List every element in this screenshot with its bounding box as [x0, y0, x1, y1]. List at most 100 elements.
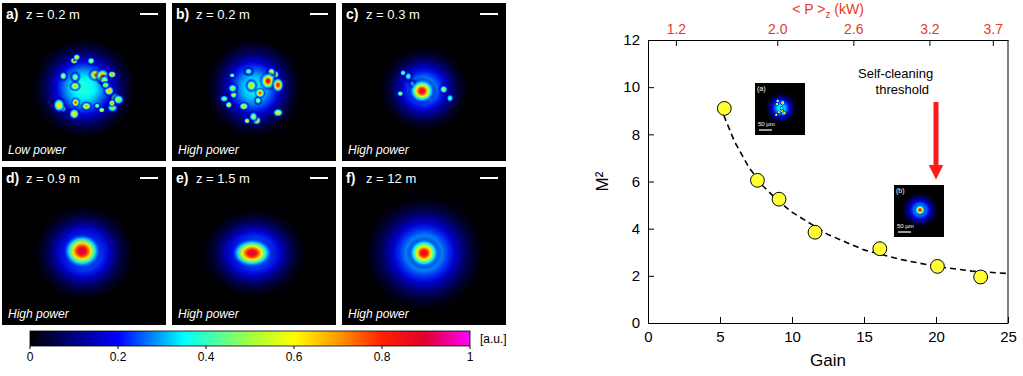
- annotation-arrow: [934, 102, 939, 172]
- panel-power: High power: [8, 307, 70, 321]
- beam-image: [362, 193, 486, 313]
- panel-power: High power: [348, 143, 410, 157]
- beam-profile: [32, 203, 136, 303]
- tick: 0: [632, 314, 654, 331]
- beam-profile: [243, 66, 255, 77]
- colorbar-tick-label: 0.4: [198, 350, 215, 364]
- colorbar-tick: [382, 346, 383, 349]
- image-panel: b)z = 0.2 mHigh power: [172, 3, 336, 161]
- scale-bar: [140, 177, 158, 179]
- tick-mark: [648, 229, 654, 230]
- tick-mark: [777, 40, 778, 46]
- data-point: [873, 242, 887, 256]
- beam-profile: [914, 204, 926, 216]
- panel-background: [2, 167, 166, 325]
- colorbar-tick-label: 0.6: [286, 350, 303, 364]
- tick-label: 2.6: [844, 21, 864, 37]
- tick-label: 3.2: [920, 21, 940, 37]
- colorbar: [30, 331, 470, 346]
- panel-letter: b): [176, 6, 189, 22]
- beam-profile: [238, 101, 250, 111]
- colorbar-tick-label: 1: [467, 350, 474, 364]
- colorbar-tick-label: 0.2: [110, 350, 127, 364]
- colorbar-label: [a.u.]: [480, 332, 507, 346]
- tick: 2: [632, 267, 654, 284]
- tick-label: 1.2: [667, 21, 687, 37]
- beam-profile: [72, 53, 82, 62]
- beam-profile: [254, 87, 266, 99]
- scale-bar: [480, 13, 498, 15]
- panel-background: [342, 167, 506, 325]
- beam-image: [30, 36, 138, 140]
- panel-background: [172, 167, 336, 325]
- x2-axis-title: < P >z (kW): [792, 1, 864, 20]
- tick-label: 15: [856, 328, 873, 345]
- beam-profile: [60, 231, 104, 271]
- inset: (b)50 µm: [894, 185, 944, 237]
- panel-letter: a): [6, 6, 18, 22]
- tick: 2.6: [844, 21, 864, 46]
- panel-distance: z = 1.5 m: [196, 171, 250, 186]
- panel-background: [172, 3, 336, 161]
- plot-frame: [1008, 40, 1009, 323]
- beam-profile: [86, 56, 96, 66]
- tick: 5: [716, 317, 724, 345]
- tick-label: 2: [632, 267, 640, 284]
- panel-power: High power: [348, 307, 410, 321]
- tick-mark: [936, 317, 937, 323]
- panel-background: [2, 3, 166, 161]
- image-panel: c)z = 0.3 mHigh power: [342, 3, 506, 161]
- beam-profile: [71, 97, 81, 108]
- beam-profile: [80, 101, 93, 111]
- image-panel: e)z = 1.5 mHigh power: [172, 167, 336, 325]
- scale-bar: [310, 177, 328, 179]
- beam-profile: [247, 110, 259, 123]
- data-point: [751, 173, 765, 187]
- tick: 6: [632, 173, 654, 190]
- tick-label: 2.0: [768, 21, 788, 37]
- axis: 0510152025: [644, 317, 1017, 345]
- tick: 3.2: [920, 21, 940, 46]
- beam-profile: [399, 69, 408, 78]
- panel-power: High power: [178, 307, 240, 321]
- scale-bar: [140, 13, 158, 15]
- beam-profile: [764, 91, 798, 125]
- image-panel: d)z = 0.9 mHigh power: [2, 167, 166, 325]
- colorbar-tick: [30, 346, 31, 349]
- inset-image: [764, 91, 798, 125]
- tick-label: 3.7: [984, 21, 1004, 37]
- tick-label: 0: [632, 314, 640, 331]
- beam-profile: [100, 80, 111, 90]
- tick-mark: [648, 182, 654, 183]
- tick-label: 5: [716, 328, 724, 345]
- beam-profile: [396, 89, 405, 97]
- tick-mark: [853, 40, 854, 46]
- scale-bar-label: 50 µm: [897, 223, 914, 229]
- scale-bar: [898, 231, 911, 232]
- beam-image: [32, 203, 136, 303]
- beam-profile: [30, 36, 138, 140]
- panel-letter: f): [346, 170, 355, 186]
- colorbar-tick: [206, 346, 207, 349]
- tick: 8: [632, 126, 654, 143]
- data-point: [974, 270, 988, 284]
- data-point: [808, 225, 822, 239]
- beam-profile: [107, 70, 118, 79]
- panel-distance: z = 0.2 m: [196, 7, 250, 22]
- beam-profile: [774, 112, 778, 117]
- beam-profile: [362, 193, 486, 313]
- beam-profile: [200, 207, 308, 299]
- beam-profile: [204, 36, 304, 140]
- beam-profile: [438, 84, 450, 96]
- beam-profile: [780, 99, 786, 106]
- panel-letter: d): [6, 170, 19, 186]
- tick: 10: [784, 317, 801, 345]
- axis: 024681012: [623, 31, 654, 331]
- beam-image: [378, 45, 470, 133]
- tick-mark: [648, 87, 654, 88]
- tick-label: 25: [1000, 328, 1017, 345]
- tick-mark: [676, 40, 677, 46]
- colorbar-tick: [294, 346, 295, 349]
- beam-profile: [779, 106, 784, 111]
- annotation: Self-cleaning threshold: [858, 66, 933, 97]
